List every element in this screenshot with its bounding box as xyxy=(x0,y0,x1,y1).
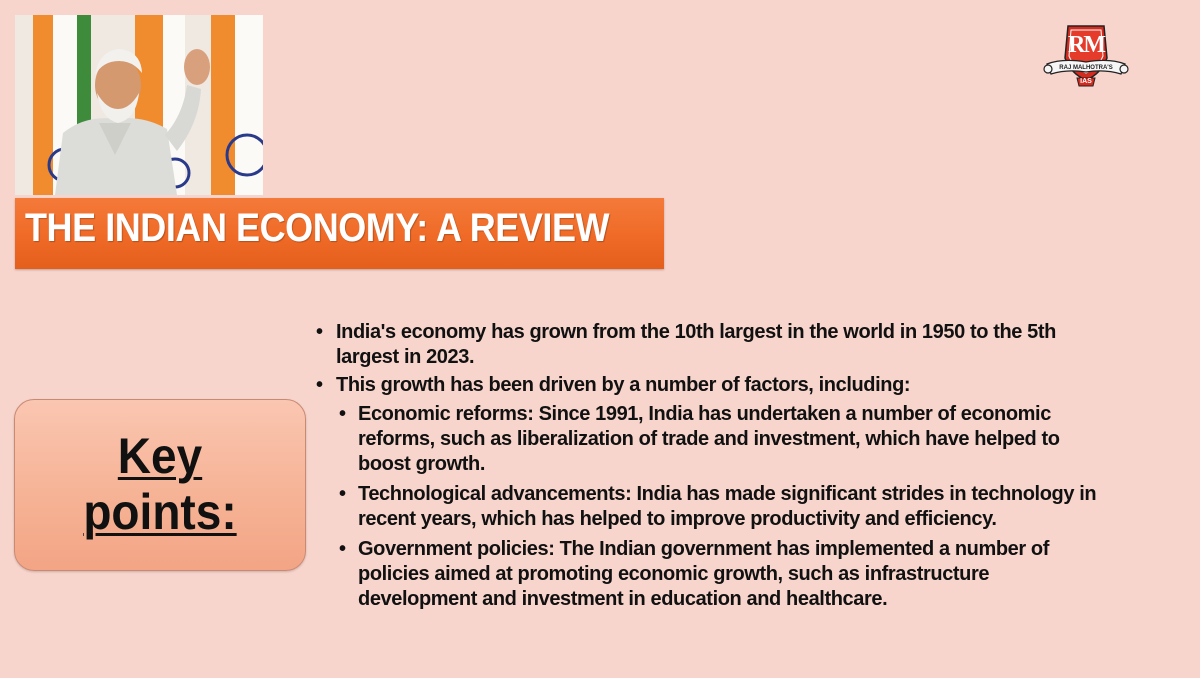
brand-logo: RM RAJ MALHOTRA'S IAS xyxy=(1043,24,1129,90)
logo-banner-text: RAJ MALHOTRA'S xyxy=(1059,65,1113,71)
bullet-text: India's economy has grown from the 10th … xyxy=(336,321,1056,368)
key-points-label-line2: points: xyxy=(83,484,237,540)
bullet-list: India's economy has grown from the 10th … xyxy=(312,320,1102,612)
title-bar: THE INDIAN ECONOMY: A REVIEW xyxy=(15,198,664,269)
sub-bullet-item: Government policies: The Indian governme… xyxy=(336,537,1102,612)
sub-bullet-list: Economic reforms: Since 1991, India has … xyxy=(336,402,1102,612)
sub-bullet-text: Technological advancements: India has ma… xyxy=(358,483,1097,530)
logo-monogram: RM xyxy=(1068,32,1106,58)
key-points-box: Key points: xyxy=(14,399,306,571)
key-points-label: Key points: xyxy=(27,428,294,540)
sub-bullet-item: Economic reforms: Since 1991, India has … xyxy=(336,402,1102,477)
sub-bullet-text: Economic reforms: Since 1991, India has … xyxy=(358,403,1060,475)
speaker-photo-illustration xyxy=(15,15,263,195)
slide-title: THE INDIAN ECONOMY: A REVIEW xyxy=(25,206,610,250)
bullet-item: India's economy has grown from the 10th … xyxy=(312,320,1102,370)
speaker-photo xyxy=(15,15,263,195)
bullet-content: India's economy has grown from the 10th … xyxy=(312,320,1102,617)
bullet-text: This growth has been driven by a number … xyxy=(336,374,911,396)
key-points-label-line1: Key xyxy=(117,428,203,484)
sub-bullet-text: Government policies: The Indian governme… xyxy=(358,538,1050,610)
bullet-item: This growth has been driven by a number … xyxy=(312,373,1102,612)
logo-sub-text: IAS xyxy=(1080,78,1092,85)
brand-logo-mark xyxy=(1043,25,1129,87)
sub-bullet-item: Technological advancements: India has ma… xyxy=(336,482,1102,532)
